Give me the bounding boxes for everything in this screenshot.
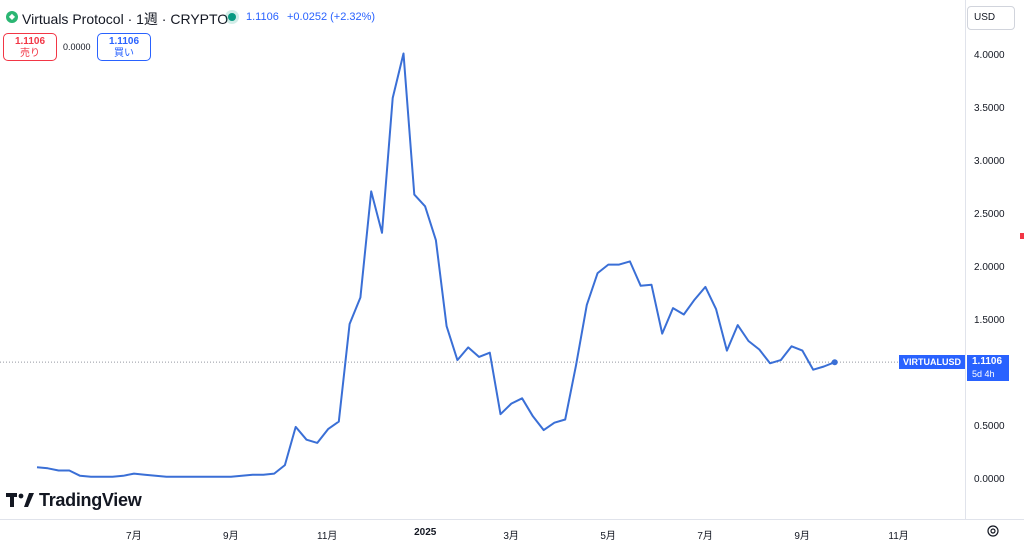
last-point-marker xyxy=(831,359,838,366)
time-tick-label: 3月 xyxy=(503,531,519,542)
price-tick-label: 2.5000 xyxy=(974,208,1005,220)
symbol-label: VIRTUALUSD xyxy=(899,355,965,369)
last-price-marker: 1.1106 5d 4h xyxy=(967,355,1009,381)
time-tick-label: 2025 xyxy=(414,527,437,538)
tradingview-mark-icon xyxy=(6,493,34,507)
price-series-line xyxy=(36,52,836,478)
scroll-marker xyxy=(1020,233,1024,239)
series-layer xyxy=(36,52,838,478)
settings-gear-icon[interactable] xyxy=(986,524,1000,538)
time-tick-label: 11月 xyxy=(888,531,909,542)
last-price-value: 1.1106 xyxy=(972,356,1003,367)
time-tick-label: 9月 xyxy=(223,531,239,542)
time-tick-label: 9月 xyxy=(794,531,810,542)
bar-countdown: 5d 4h xyxy=(972,369,995,379)
buy-button[interactable]: 1.1106 買い xyxy=(97,33,151,61)
virtuals-logo-icon: ◆ xyxy=(6,11,18,23)
header-price-change: +0.0252 (+2.32%) xyxy=(287,11,376,23)
brand-name: TradingView xyxy=(39,489,142,510)
spread-value: 0.0000 xyxy=(63,42,91,52)
buy-label: 買い xyxy=(114,48,134,59)
price-tick-label: 2.0000 xyxy=(974,261,1005,273)
chart-title[interactable]: Virtuals Protocol · 1週 · CRYPTO xyxy=(22,11,229,27)
price-tick-label: 0.0000 xyxy=(974,474,1005,485)
time-tick-label: 7月 xyxy=(126,531,142,542)
buy-price: 1.1106 xyxy=(108,36,140,47)
tradingview-logo[interactable]: TradingView xyxy=(6,489,142,511)
header-last-price: 1.1106 xyxy=(246,11,279,23)
time-tick-label: 5月 xyxy=(600,531,616,542)
price-tick-label: 1.5000 xyxy=(974,314,1005,326)
price-tick-label: 3.5000 xyxy=(974,102,1005,114)
market-open-icon xyxy=(228,13,236,21)
price-tick-label: 0.5000 xyxy=(974,420,1005,432)
currency-selector[interactable]: USD xyxy=(967,6,1015,30)
time-tick-label: 11月 xyxy=(317,531,338,542)
price-tick-label: 3.0000 xyxy=(974,155,1005,167)
sell-price: 1.1106 xyxy=(14,36,46,47)
sell-label: 売り xyxy=(20,48,40,59)
time-tick-label: 7月 xyxy=(697,531,713,542)
price-tick-label: 4.0000 xyxy=(974,49,1005,61)
sell-button[interactable]: 1.1106 売り xyxy=(3,33,57,61)
